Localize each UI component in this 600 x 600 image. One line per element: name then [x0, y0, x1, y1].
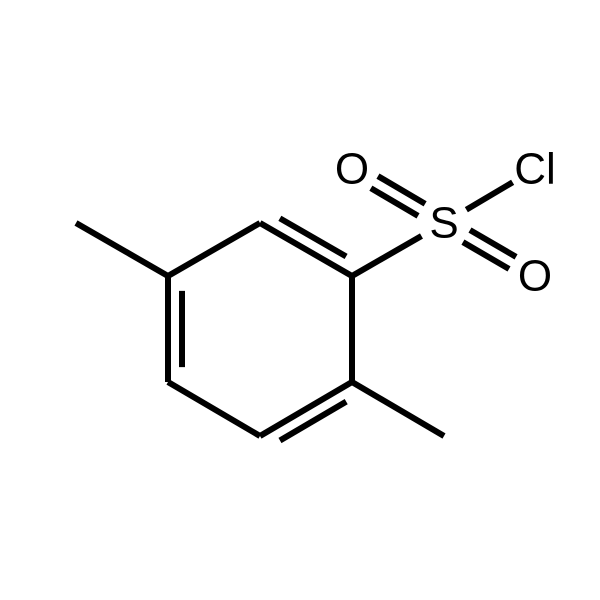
molecule-diagram: S O O Cl — [0, 0, 600, 600]
bond-line — [168, 223, 260, 276]
atom-label-o: O — [335, 145, 369, 194]
atom-label-cl: Cl — [514, 145, 556, 194]
bond-line — [352, 236, 421, 276]
bond-line — [352, 382, 444, 436]
bond-line — [466, 182, 512, 209]
bond-line — [168, 382, 260, 436]
atom-label-s: S — [429, 199, 458, 248]
bond-line — [76, 223, 168, 276]
atom-label-o: O — [518, 252, 552, 301]
